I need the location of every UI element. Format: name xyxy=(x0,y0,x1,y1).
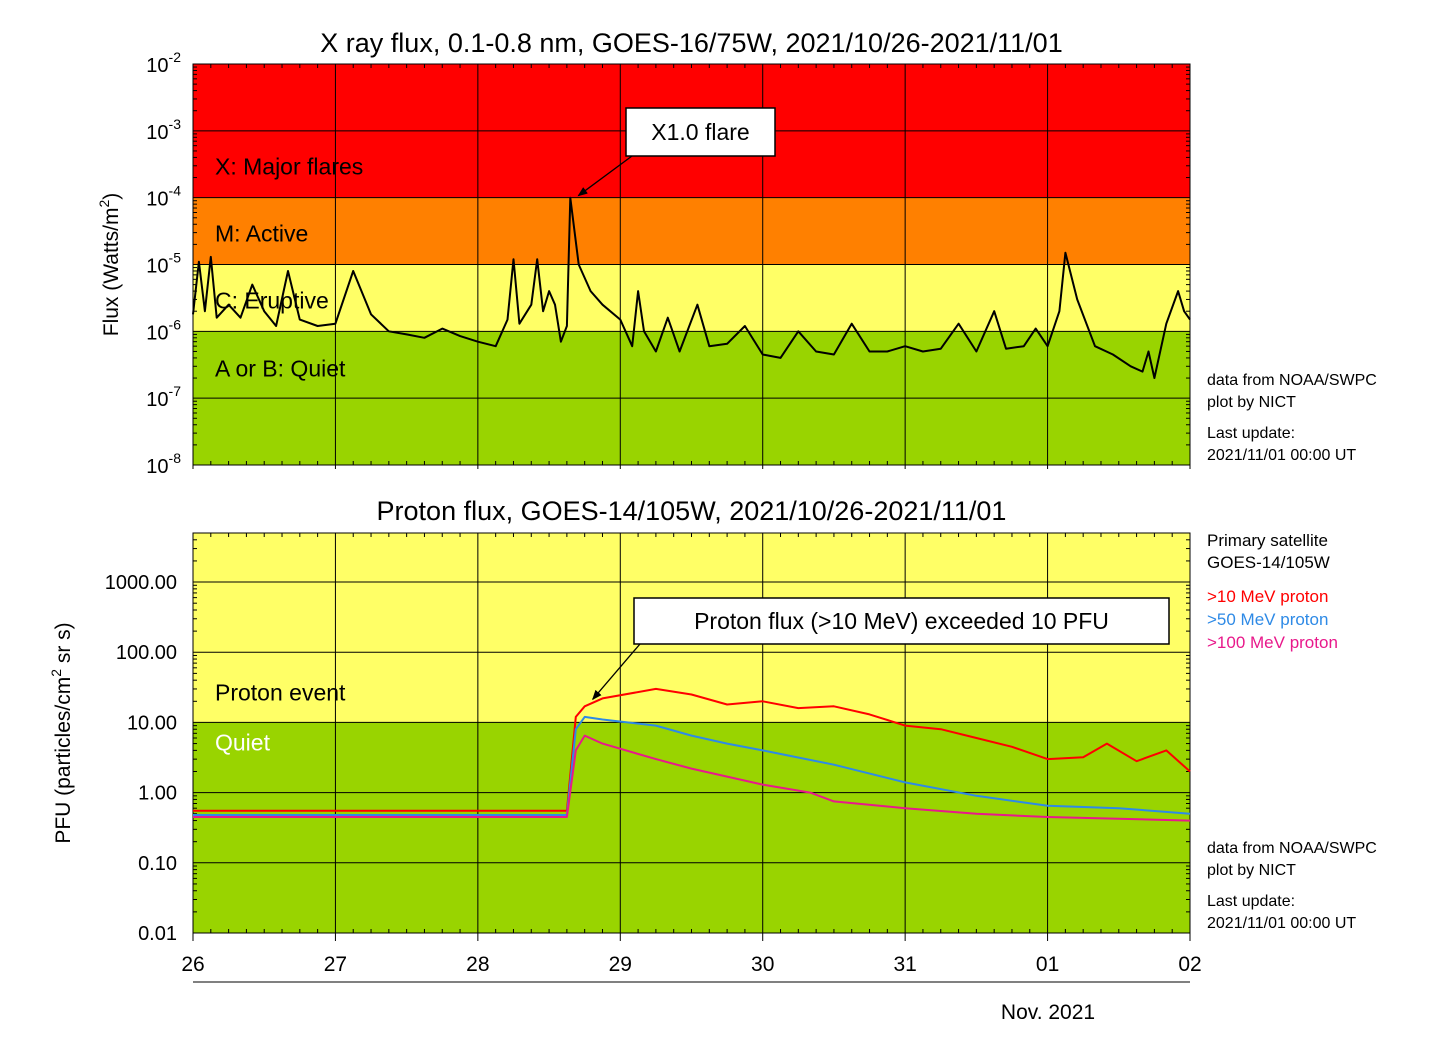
y-axis-label-sup: 2 xyxy=(48,669,64,677)
y-tick-label: 100.00 xyxy=(116,642,177,664)
y-tick-label: 10-6 xyxy=(146,316,181,344)
y-axis-label-sup: 2 xyxy=(96,200,112,208)
plot-frame xyxy=(192,532,1191,934)
y-tick-label: 0.10 xyxy=(138,853,177,875)
y-tick-base: 10 xyxy=(146,122,168,144)
y-tick-exp: -2 xyxy=(169,49,182,65)
annotation-text: X1.0 flare xyxy=(651,119,749,145)
y-tick-label: 1000.00 xyxy=(105,572,177,594)
y-tick-base: 10 xyxy=(146,189,168,211)
chart-title: Proton flux, GOES-14/105W, 2021/10/26-20… xyxy=(377,496,1007,526)
annotation-arrow xyxy=(577,155,633,197)
x-tick-label: 02 xyxy=(1178,953,1201,976)
side-header: Primary satellite xyxy=(1207,531,1328,550)
side-header: GOES-14/105W xyxy=(1207,553,1330,572)
annotation-text: Proton flux (>10 MeV) exceeded 10 PFU xyxy=(694,608,1109,634)
y-tick-label: 10-3 xyxy=(146,116,181,144)
side-note: 2021/11/01 00:00 UT xyxy=(1207,915,1356,932)
y-tick-label: 10-7 xyxy=(146,383,181,411)
x-tick-label: 29 xyxy=(609,953,632,976)
side-note: 2021/11/01 00:00 UT xyxy=(1207,447,1356,464)
y-tick-exp: -5 xyxy=(169,250,182,266)
y-tick-exp: -6 xyxy=(169,316,182,332)
proton-line-0 xyxy=(193,687,1191,812)
side-note: plot by NICT xyxy=(1207,394,1296,411)
y-tick-base: 10 xyxy=(146,256,168,278)
legend-entry: >10 MeV proton xyxy=(1207,587,1328,606)
proton-line-1 xyxy=(193,715,1191,816)
y-tick-exp: -8 xyxy=(169,450,182,466)
band-label: Proton event xyxy=(215,679,346,705)
y-tick-label: 1.00 xyxy=(138,783,177,805)
y-tick-label: 0.01 xyxy=(138,923,177,945)
band-label: M: Active xyxy=(215,221,308,247)
y-tick-label: 10-4 xyxy=(146,183,181,211)
band-label: X: Major flares xyxy=(215,154,363,180)
y-tick-exp: -4 xyxy=(169,183,182,199)
y-axis-label-main: PFU (particles/cm xyxy=(52,677,75,844)
y-tick-base: 10 xyxy=(146,389,168,411)
y-axis-label-end: ) xyxy=(100,193,123,200)
proton-panel: Proton event Quiet 0.01 0.10 1.00 10.00 100.00… xyxy=(48,496,1377,1024)
legend-entry: >50 MeV proton xyxy=(1207,610,1328,629)
y-tick-exp: -3 xyxy=(169,116,182,132)
side-note: Last update: xyxy=(1207,425,1295,442)
annotation-box xyxy=(633,597,1170,645)
legend-entry: >100 MeV proton xyxy=(1207,633,1338,652)
y-axis-label-end: sr s) xyxy=(52,622,75,669)
y-axis-label: PFU (particles/cm2 sr s) xyxy=(48,622,75,843)
x-tick-label: 01 xyxy=(1036,953,1059,976)
xray-panel: X: Major flares M: Active C: Eruptive A or … xyxy=(96,28,1377,478)
band-label: A or B: Quiet xyxy=(215,355,346,381)
side-note: Last update: xyxy=(1207,893,1295,910)
band-1 xyxy=(193,722,1190,933)
side-note: data from NOAA/SWPC xyxy=(1207,372,1377,389)
xray-flux-line xyxy=(192,196,1191,379)
y-axis-label: Flux (Watts/m2) xyxy=(96,193,123,337)
x-tick-label: 30 xyxy=(751,953,774,976)
annotation-box xyxy=(625,107,776,157)
side-note: data from NOAA/SWPC xyxy=(1207,840,1377,857)
band-label: C: Eruptive xyxy=(215,287,329,313)
y-tick-base: 10 xyxy=(146,456,168,478)
band-1 xyxy=(193,197,1190,265)
band-label: Quiet xyxy=(215,729,271,755)
y-axis-label-main: Flux (Watts/m xyxy=(100,208,123,337)
x-tick-label: 31 xyxy=(893,953,916,976)
x-tick-label: 27 xyxy=(324,953,347,976)
annotation-arrow xyxy=(592,643,641,701)
side-note: plot by NICT xyxy=(1207,862,1296,879)
proton-line-2 xyxy=(193,734,1191,822)
y-tick-label: 10-5 xyxy=(146,250,181,278)
plot-frame xyxy=(192,63,1191,466)
y-tick-base: 10 xyxy=(146,55,168,77)
x-sublabel: Nov. 2021 xyxy=(1001,1001,1095,1024)
y-tick-base: 10 xyxy=(146,322,168,344)
chart-title: X ray flux, 0.1-0.8 nm, GOES-16/75W, 202… xyxy=(320,28,1062,58)
y-tick-label: 10.00 xyxy=(127,712,177,734)
y-tick-exp: -7 xyxy=(169,383,182,399)
x-tick-label: 28 xyxy=(466,953,489,976)
y-tick-label: 10-8 xyxy=(146,450,181,478)
y-tick-label: 10-2 xyxy=(146,49,181,77)
x-tick-label: 26 xyxy=(181,953,204,976)
